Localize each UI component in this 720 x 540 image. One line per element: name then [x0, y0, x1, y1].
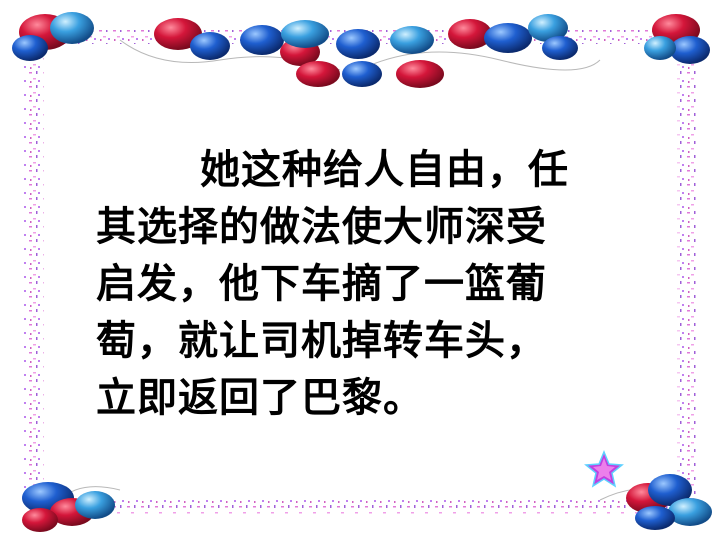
text-line-2: 其选择的做法使大师深受: [96, 204, 547, 250]
star-icon: [584, 450, 624, 488]
balloon-cluster-bottom-left: [22, 482, 115, 532]
text-line-3: 启发，他下车摘了一篮葡: [96, 261, 547, 307]
text-line-4: 萄，就让司机掉转车头，: [96, 318, 547, 364]
balloon-cluster-bottom-right: [626, 474, 712, 530]
text-line-1: 她这种给人自由，任: [200, 147, 569, 193]
text-line-5: 立即返回了巴黎。: [96, 375, 424, 421]
slide-body-text: 她这种给人自由，任 其选择的做法使大师深受 启发，他下车摘了一篮葡 萄，就让司机…: [96, 142, 636, 427]
balloon-cluster-top: [12, 12, 710, 88]
